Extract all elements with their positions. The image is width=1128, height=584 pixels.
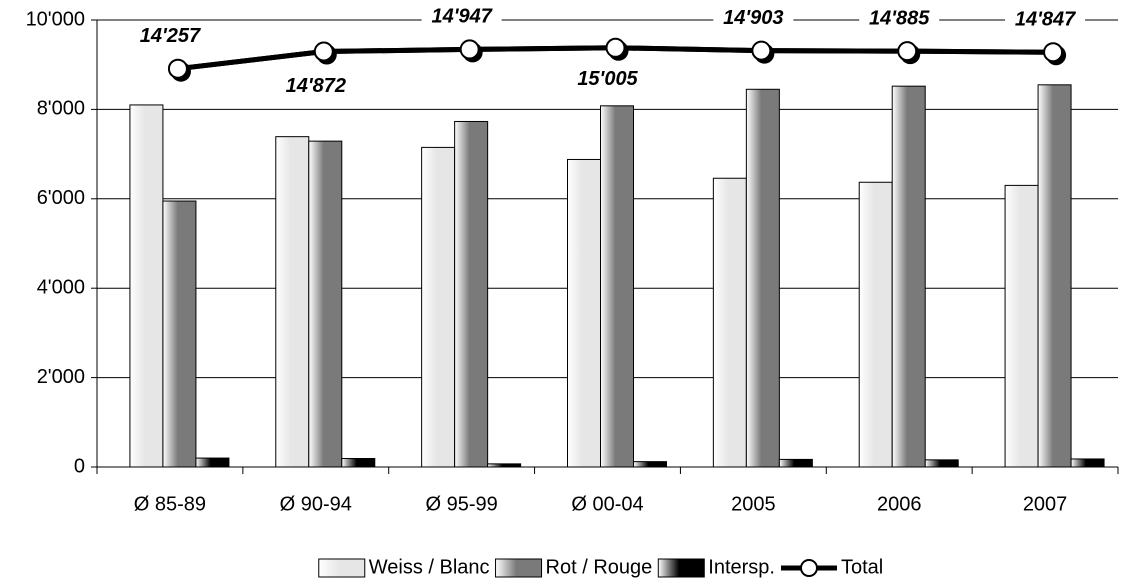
x-tick-label: Ø 95-99 bbox=[426, 493, 498, 515]
bar bbox=[487, 463, 522, 468]
legend-label: Intersp. bbox=[708, 556, 775, 578]
legend-swatch bbox=[318, 558, 366, 578]
y-tick-label: 0 bbox=[74, 455, 85, 477]
marker bbox=[897, 41, 918, 62]
bar bbox=[924, 459, 959, 468]
value-label-bg bbox=[275, 75, 356, 98]
legend-label: Weiss / Blanc bbox=[369, 556, 490, 578]
marker bbox=[605, 37, 626, 58]
value-label-bg bbox=[421, 6, 502, 29]
bar bbox=[633, 461, 667, 468]
bar bbox=[567, 158, 601, 468]
legend-swatch bbox=[657, 558, 705, 578]
bar bbox=[341, 458, 376, 468]
marker bbox=[1043, 42, 1064, 63]
x-tick-label: 2007 bbox=[1023, 493, 1068, 515]
x-tick-label: Ø 85-89 bbox=[134, 493, 206, 515]
value-label: 14'872 bbox=[286, 75, 346, 97]
value-label-bg bbox=[1005, 9, 1086, 32]
x-tick-label: Ø 00-04 bbox=[571, 493, 643, 515]
value-label-bg bbox=[713, 7, 794, 30]
value-label: 15'005 bbox=[577, 68, 638, 90]
bar bbox=[308, 140, 343, 468]
bar bbox=[421, 146, 456, 468]
y-tick-label: 4'000 bbox=[37, 276, 85, 298]
value-label: 14'257 bbox=[140, 25, 201, 47]
bar bbox=[858, 181, 893, 468]
marker bbox=[459, 39, 480, 60]
bar bbox=[712, 177, 747, 468]
bar bbox=[275, 136, 310, 468]
legend-label: Rot / Rouge bbox=[546, 556, 653, 578]
y-tick-label: 6'000 bbox=[37, 187, 85, 209]
bar bbox=[195, 457, 230, 468]
bar bbox=[778, 458, 813, 468]
marker bbox=[751, 40, 772, 61]
x-tick-label: Ø 90-94 bbox=[280, 493, 352, 515]
x-tick-label: 2005 bbox=[731, 493, 776, 515]
y-tick-label: 8'000 bbox=[37, 98, 85, 120]
legend-label: Total bbox=[841, 556, 883, 578]
x-tick-label: 2006 bbox=[877, 493, 922, 515]
legend-swatch bbox=[495, 558, 543, 578]
legend: Weiss / Blanc Rot / Rouge Intersp. Total bbox=[318, 556, 883, 578]
value-label: 14'885 bbox=[869, 7, 930, 29]
y-tick-label: 2'000 bbox=[37, 366, 85, 388]
bar bbox=[162, 200, 197, 468]
marker bbox=[167, 58, 188, 79]
bar bbox=[1004, 184, 1039, 468]
bar bbox=[745, 88, 780, 468]
bar bbox=[600, 105, 634, 468]
value-label-bg bbox=[859, 8, 940, 31]
value-label-bg bbox=[567, 68, 648, 91]
bar bbox=[129, 104, 164, 468]
bar bbox=[1037, 84, 1072, 468]
value-label: 14'947 bbox=[431, 6, 492, 28]
value-label-bg bbox=[129, 25, 210, 48]
legend-marker bbox=[799, 559, 818, 577]
marker bbox=[313, 41, 334, 62]
bar bbox=[1070, 458, 1105, 468]
bar bbox=[891, 85, 926, 468]
bar bbox=[454, 120, 489, 468]
value-label: 14'847 bbox=[1015, 8, 1076, 30]
y-tick-label: 10'000 bbox=[26, 8, 85, 30]
value-label: 14'903 bbox=[723, 7, 783, 29]
